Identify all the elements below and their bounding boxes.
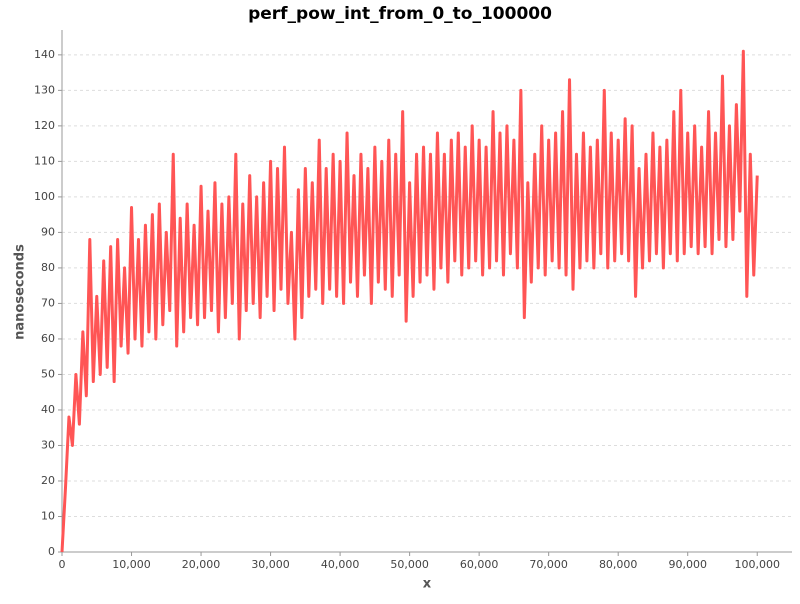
y-tick-label: 60: [41, 332, 55, 345]
x-tick-label: 100,000: [734, 558, 780, 571]
x-tick-label: 40,000: [321, 558, 360, 571]
x-tick-label: 30,000: [251, 558, 290, 571]
y-tick-label: 140: [34, 48, 55, 61]
y-tick-label: 10: [41, 509, 55, 522]
y-tick-label: 100: [34, 190, 55, 203]
chart-title: perf_pow_int_from_0_to_100000: [248, 4, 552, 24]
x-tick-label: 60,000: [460, 558, 499, 571]
x-tick-label: 0: [59, 558, 66, 571]
y-tick-label: 110: [34, 154, 55, 167]
y-tick-label: 120: [34, 119, 55, 132]
x-tick-label: 10,000: [112, 558, 151, 571]
y-axis-title: nanoseconds: [13, 244, 28, 340]
y-tick-label: 90: [41, 225, 55, 238]
y-tick-label: 30: [41, 438, 55, 451]
x-tick-label: 20,000: [182, 558, 221, 571]
y-tick-label: 70: [41, 296, 55, 309]
x-tick-label: 80,000: [599, 558, 638, 571]
y-tick-label: 40: [41, 403, 55, 416]
y-tick-label: 80: [41, 261, 55, 274]
y-tick-label: 0: [48, 545, 55, 558]
x-tick-label: 50,000: [390, 558, 429, 571]
x-tick-label: 70,000: [529, 558, 568, 571]
x-tick-label: 90,000: [668, 558, 707, 571]
y-tick-label: 50: [41, 367, 55, 380]
y-tick-label: 20: [41, 474, 55, 487]
data-line: [60, 49, 759, 553]
y-tick-label: 130: [34, 83, 55, 96]
x-axis-title: x: [423, 577, 432, 592]
